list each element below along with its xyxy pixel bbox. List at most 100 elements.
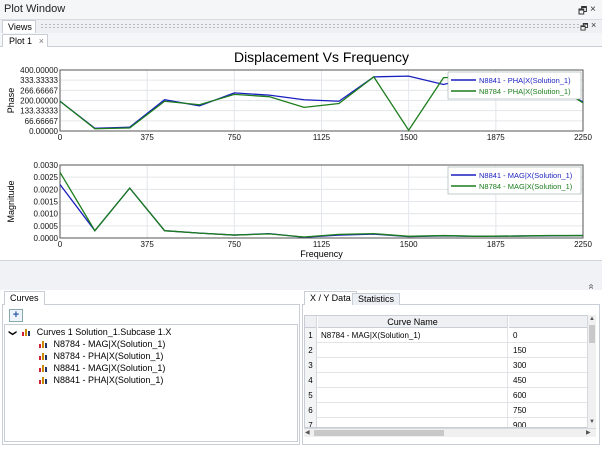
y-tick-label: 0.0030 xyxy=(34,161,59,170)
tree-item-label: N8784 - MAG|X(Solution_1) xyxy=(53,339,166,349)
curves-group-icon xyxy=(22,328,31,336)
x-tick-label: 1125 xyxy=(313,240,331,249)
table-row[interactable]: 2 150 xyxy=(305,343,595,358)
x-axis-label: Frequency xyxy=(300,249,343,259)
row-number: 4 xyxy=(305,373,317,388)
tab-statistics[interactable]: Statistics xyxy=(352,293,401,305)
table-cell[interactable] xyxy=(318,403,508,418)
chart-title: Displacement Vs Frequency xyxy=(234,49,409,65)
table-cell[interactable] xyxy=(318,358,508,373)
tree-root[interactable]: ❯ Curves 1 Solution_1.Subcase 1.X xyxy=(8,326,172,338)
row-number: 7 xyxy=(305,418,317,427)
curves-tree[interactable]: ❯ Curves 1 Solution_1.Subcase 1.X N8784 … xyxy=(4,324,298,442)
y-tick-label: 66.66667 xyxy=(25,117,59,126)
scroll-left-icon[interactable]: ◀ xyxy=(305,430,310,436)
document-tabs: Plot 1 × xyxy=(0,33,602,47)
column-header-value[interactable] xyxy=(509,316,595,328)
tree-item[interactable]: N8784 - PHA|X(Solution_1) xyxy=(39,350,163,362)
views-bar: Views 🗗 × xyxy=(0,20,602,33)
plot-frame xyxy=(59,164,584,239)
add-curve-button[interactable]: + xyxy=(9,309,23,322)
float-views-icon[interactable]: 🗗 xyxy=(580,22,589,32)
row-number: 1 xyxy=(305,328,317,343)
x-tick-label: 1125 xyxy=(313,133,331,142)
curve-icon xyxy=(39,340,48,348)
table-cell[interactable]: N8784 - MAG|X(Solution_1) xyxy=(318,328,508,343)
table-cell[interactable] xyxy=(318,373,508,388)
table-cell[interactable] xyxy=(318,418,508,427)
table-cell[interactable]: 900 xyxy=(513,421,527,428)
scroll-down-icon[interactable]: ▼ xyxy=(589,419,595,425)
xy-data-table[interactable]: Curve Name 1 N8784 - MAG|X(Solution_1) 0 2… xyxy=(304,315,596,428)
scroll-up-icon[interactable]: ▲ xyxy=(589,316,595,322)
x-tick-label: 1875 xyxy=(487,133,505,142)
y-tick-label: 0.0025 xyxy=(34,173,59,182)
tab-plot-1[interactable]: Plot 1 × xyxy=(2,34,48,47)
curve-icon xyxy=(39,352,48,360)
y-tick-label: 0.0010 xyxy=(34,210,59,219)
table-cell[interactable] xyxy=(318,343,508,358)
y-tick-label: 266.66667 xyxy=(20,86,58,95)
x-tick-label: 0 xyxy=(58,240,63,249)
y-tick-label: 400.00000 xyxy=(20,66,58,75)
tree-item-label: N8841 - MAG|X(Solution_1) xyxy=(53,363,166,373)
y-tick-label: 133.33333 xyxy=(20,107,58,116)
legend-box xyxy=(447,71,582,100)
panel-splitter[interactable]: » xyxy=(0,260,602,290)
table-cell[interactable] xyxy=(318,388,508,403)
tab-plot-1-label: Plot 1 xyxy=(9,36,33,46)
x-tick-label: 1500 xyxy=(400,240,418,249)
plot-area[interactable]: 0.00000 66.66667 133.33333 200.00000 266.666… xyxy=(0,47,602,260)
curve-icon xyxy=(39,376,48,384)
expand-chevron-icon[interactable]: ❯ xyxy=(8,329,18,337)
plot-frame xyxy=(59,69,584,132)
tab-xy-data[interactable]: X / Y Data xyxy=(304,291,357,305)
table-cell[interactable]: 600 xyxy=(513,391,527,400)
series-line xyxy=(59,171,583,238)
y-axis-label: Magnitude xyxy=(6,180,16,222)
tree-item[interactable]: N8784 - MAG|X(Solution_1) xyxy=(39,338,165,350)
table-cell[interactable]: 750 xyxy=(513,406,527,415)
table-row[interactable]: 1 N8784 - MAG|X(Solution_1) 0 xyxy=(305,328,595,343)
close-window-icon[interactable]: × xyxy=(590,4,596,15)
scroll-thumb[interactable] xyxy=(314,430,444,436)
x-tick-label: 375 xyxy=(140,133,154,142)
scroll-thumb[interactable] xyxy=(589,325,595,343)
table-cell[interactable]: 150 xyxy=(513,346,527,355)
table-cell[interactable]: 300 xyxy=(513,361,527,370)
table-cell[interactable]: 450 xyxy=(513,376,527,385)
tree-root-label: Curves 1 Solution_1.Subcase 1.X xyxy=(36,327,172,337)
y-tick-label: 333.33333 xyxy=(20,76,58,85)
tree-item[interactable]: N8841 - MAG|X(Solution_1) xyxy=(39,362,165,374)
collapse-chevron-icon[interactable]: » xyxy=(585,283,597,290)
row-number: 5 xyxy=(305,388,317,403)
table-row[interactable]: 7 900 xyxy=(305,418,595,428)
curve-icon xyxy=(39,364,48,372)
tree-item[interactable]: N8841 - PHA|X(Solution_1) xyxy=(39,374,163,386)
y-tick-label: 200.00000 xyxy=(20,97,58,106)
column-header-curve-name[interactable]: Curve Name xyxy=(318,316,508,328)
legend-entry: N8841 - MAG|X(Solution_1) xyxy=(479,171,573,180)
table-cell[interactable]: 0 xyxy=(513,331,518,340)
drag-grip[interactable] xyxy=(40,23,580,29)
x-tick-label: 375 xyxy=(140,240,154,249)
row-number: 3 xyxy=(305,358,317,373)
table-row[interactable]: 3 300 xyxy=(305,358,595,373)
tab-views[interactable]: Views xyxy=(2,20,36,33)
close-tab-icon[interactable]: × xyxy=(38,36,44,46)
y-tick-label: 0.00000 xyxy=(29,127,58,136)
table-row[interactable]: 6 750 xyxy=(305,403,595,418)
tab-curves[interactable]: Curves xyxy=(4,291,45,305)
close-views-icon[interactable]: × xyxy=(591,20,597,30)
legend-entry: N8841 - PHA|X(Solution_1) xyxy=(479,76,571,85)
x-tick-label: 2250 xyxy=(574,133,592,142)
vertical-scrollbar[interactable]: ▲ ▼ xyxy=(587,315,596,428)
window-titlebar: Plot Window 🗗 × xyxy=(0,0,602,20)
table-row[interactable]: 5 600 xyxy=(305,388,595,403)
float-window-icon[interactable]: 🗗 xyxy=(578,6,588,17)
horizontal-scrollbar[interactable]: ◀ ▶ xyxy=(304,428,596,437)
scroll-right-icon[interactable]: ▶ xyxy=(586,430,591,436)
table-row[interactable]: 4 450 xyxy=(305,373,595,388)
tree-item-label: N8841 - PHA|X(Solution_1) xyxy=(53,375,164,385)
